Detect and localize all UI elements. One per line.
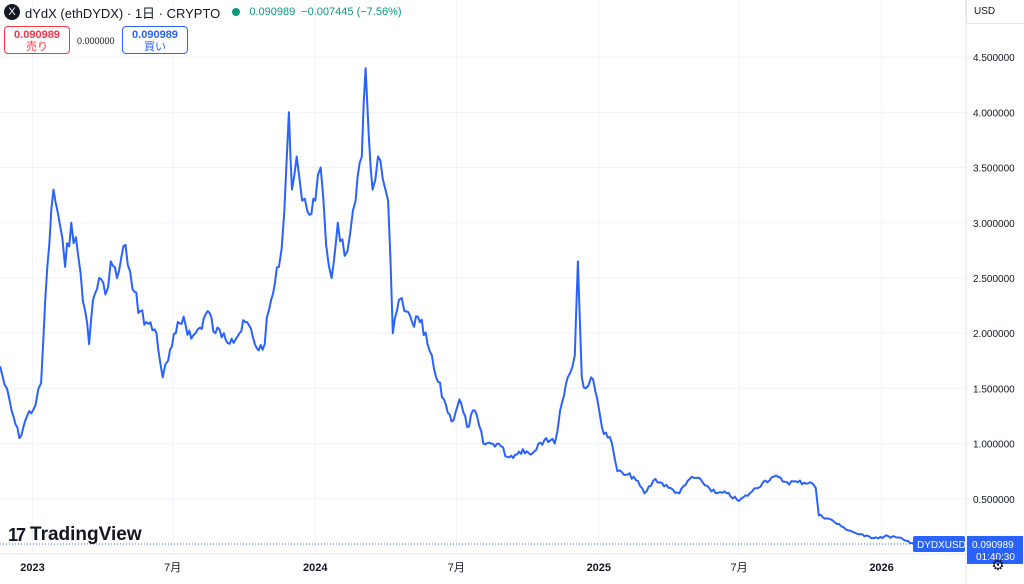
- tradingview-wordmark: TradingView: [30, 524, 142, 545]
- price-tick-label: 2.000000: [973, 329, 1015, 340]
- time-tick-label: 7月: [164, 562, 181, 574]
- header-price: 0.090989: [249, 6, 296, 18]
- symbol-header[interactable]: X dYdX (ethDYDX) · 1日 · CRYPTO 0.090989 …: [4, 3, 408, 21]
- sell-button[interactable]: 0.090989 売り: [4, 26, 70, 54]
- header-change: −0.007445 (−7.56%): [301, 6, 402, 18]
- time-tick-label: 2025: [587, 562, 611, 574]
- time-axis[interactable]: 2023 7月 2024 7月 2025 7月 2026: [20, 562, 894, 574]
- settings-gear-icon[interactable]: ⚙: [991, 557, 1005, 574]
- price-series-line: [0, 67, 935, 545]
- time-tick-label: 2026: [869, 562, 893, 574]
- price-axis[interactable]: 0.500000 1.000000 1.500000 2.000000 2.500000…: [973, 53, 1015, 506]
- time-tick-label: 2023: [20, 562, 44, 574]
- buy-price: 0.090989: [132, 29, 178, 41]
- chart-grid: [0, 0, 966, 554]
- time-tick-label: 7月: [730, 562, 747, 574]
- price-tick-label: 1.500000: [973, 384, 1015, 395]
- last-value-label: 0.090989: [972, 540, 1014, 551]
- price-tick-label: 0.500000: [973, 495, 1015, 506]
- price-tick-label: 4.000000: [973, 108, 1015, 119]
- tradingview-logo[interactable]: 17 TradingView: [8, 524, 142, 546]
- countdown-label: 01:40:30: [976, 552, 1015, 563]
- time-tick-label: 7月: [448, 562, 465, 574]
- last-value-label-bg: [967, 535, 1023, 564]
- price-tick-label: 3.000000: [973, 219, 1015, 230]
- currency-selector[interactable]: USD: [966, 0, 1024, 24]
- tradingview-mark-icon: 17: [8, 524, 26, 545]
- buy-button[interactable]: 0.090989 買い: [122, 26, 188, 54]
- spread-value: 0.000000: [77, 36, 115, 46]
- last-price-labels: DYDXUSD 0.090989 01:40:30: [913, 535, 1023, 564]
- sell-label: 売り: [26, 41, 48, 53]
- price-tick-label: 3.500000: [973, 164, 1015, 175]
- price-tick-label: 2.500000: [973, 274, 1015, 285]
- buy-label: 買い: [144, 41, 166, 53]
- symbol-title[interactable]: dYdX (ethDYDX) · 1日 · CRYPTO: [25, 5, 221, 21]
- symbol-label-bg: [913, 535, 965, 552]
- price-tick-label: 1.000000: [973, 440, 1015, 451]
- dydx-logo-icon: X: [4, 4, 20, 20]
- time-tick-label: 2024: [303, 562, 328, 574]
- price-tick-label: 4.500000: [973, 53, 1015, 64]
- symbol-label: DYDXUSD: [917, 540, 966, 551]
- sell-price: 0.090989: [14, 29, 60, 41]
- market-status-dot-icon: [232, 8, 241, 16]
